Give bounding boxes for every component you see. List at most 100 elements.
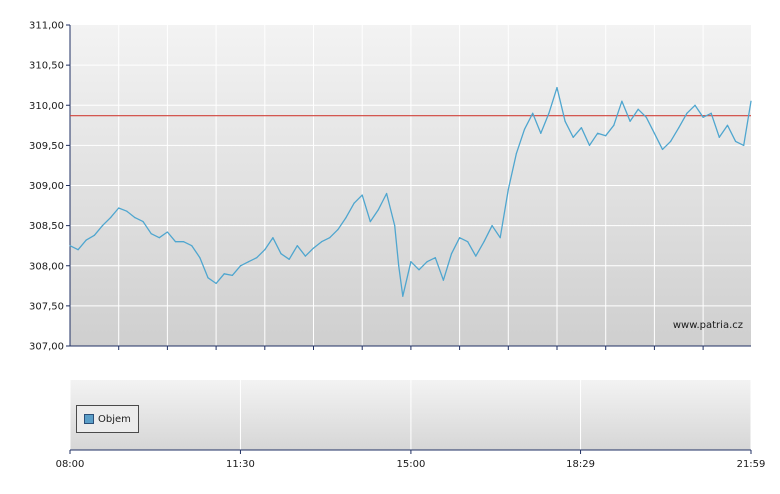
price-data-point <box>118 207 120 209</box>
price-data-point <box>207 277 209 279</box>
y-tick-label: 308,50 <box>29 221 64 232</box>
price-data-point <box>126 210 128 212</box>
x-tick-label: 15:00 <box>396 459 425 470</box>
price-data-point <box>572 136 574 138</box>
volume-legend-swatch <box>84 414 94 424</box>
price-data-point <box>199 257 201 259</box>
price-data-point <box>142 221 144 223</box>
x-tick-label: 21:59 <box>737 459 766 470</box>
price-data-point <box>377 208 380 211</box>
price-data-point <box>174 241 177 243</box>
price-data-point <box>532 112 534 114</box>
price-data-point <box>467 241 469 243</box>
price-data-point <box>134 217 136 219</box>
price-data-point <box>653 132 656 134</box>
price-data-point <box>426 261 428 263</box>
price-data-point <box>394 225 396 227</box>
price-data-point <box>231 274 233 276</box>
price-data-point <box>321 241 323 243</box>
price-data-point <box>450 253 453 255</box>
price-data-point <box>272 237 274 239</box>
price-data-point <box>515 152 518 154</box>
price-data-point <box>556 86 558 89</box>
price-data-point <box>85 239 87 241</box>
price-data-point <box>540 132 542 134</box>
price-data-point <box>483 241 485 243</box>
price-data-point <box>726 124 729 126</box>
price-data-point <box>588 144 591 146</box>
price-data-point <box>694 104 696 106</box>
price-data-point <box>215 282 217 285</box>
price-data-point <box>264 249 266 251</box>
x-tick-label: 11:30 <box>226 459 255 470</box>
price-data-point <box>605 135 607 137</box>
price-data-point <box>296 245 298 247</box>
price-data-point <box>442 279 444 281</box>
price-data-point <box>183 241 185 243</box>
watermark: www.patria.cz <box>673 320 743 331</box>
y-tick-label: 308,00 <box>29 261 64 272</box>
price-data-point <box>223 273 225 275</box>
price-data-point <box>191 245 193 247</box>
y-tick-label: 307,50 <box>29 301 64 312</box>
price-data-point <box>434 257 436 259</box>
price-data-point <box>288 258 290 260</box>
legend-label: Objem <box>98 413 131 425</box>
price-data-point <box>158 237 160 239</box>
price-data-point <box>580 127 582 129</box>
price-data-point <box>402 295 404 297</box>
price-data-point <box>93 234 95 236</box>
price-data-point <box>410 261 412 263</box>
price-data-point <box>734 140 737 142</box>
price-data-point <box>645 116 647 118</box>
x-tick-label: 08:00 <box>56 459 85 470</box>
price-data-point <box>398 265 400 267</box>
price-data-point <box>337 229 339 231</box>
price-data-point <box>670 140 672 142</box>
price-data-point <box>329 237 331 239</box>
price-data-point <box>353 202 355 204</box>
price-data-point <box>385 192 388 195</box>
price-data-point <box>345 217 347 219</box>
price-data-point <box>77 249 79 251</box>
price-data-point <box>256 257 258 259</box>
price-data-point <box>304 255 306 257</box>
price-data-point <box>150 233 152 235</box>
price-data-point <box>678 127 680 129</box>
price-data-point <box>629 120 631 122</box>
price-data-point <box>247 261 250 263</box>
price-data-point <box>491 225 493 227</box>
price-data-point <box>101 225 104 227</box>
price-data-point <box>702 116 704 118</box>
y-tick-label: 310,50 <box>29 61 64 72</box>
y-tick-label: 310,00 <box>29 101 64 112</box>
price-data-point <box>239 265 242 267</box>
y-tick-label: 307,00 <box>29 342 64 353</box>
price-data-point <box>166 231 169 233</box>
price-data-point <box>596 132 599 134</box>
price-data-point <box>637 108 639 110</box>
price-data-point <box>710 112 712 114</box>
price-data-point <box>743 144 745 146</box>
price-data-point <box>523 128 526 130</box>
price-data-point <box>69 245 71 247</box>
price-data-point <box>312 247 315 249</box>
price-data-point <box>369 221 371 223</box>
price-data-point <box>686 112 688 114</box>
legend: Objem <box>76 405 139 433</box>
price-data-point <box>361 194 363 196</box>
price-data-point <box>548 112 550 114</box>
price-data-point <box>499 237 501 239</box>
price-data-point <box>459 237 461 239</box>
price-data-point <box>613 124 615 126</box>
price-data-point <box>564 120 566 122</box>
y-tick-label: 309,50 <box>29 141 64 152</box>
x-tick-label: 18:29 <box>566 459 595 470</box>
price-data-point <box>507 188 509 191</box>
price-data-point <box>661 148 664 150</box>
price-data-point <box>109 217 112 219</box>
price-data-point <box>475 255 477 257</box>
price-data-point <box>280 253 282 255</box>
price-data-point <box>718 136 720 138</box>
